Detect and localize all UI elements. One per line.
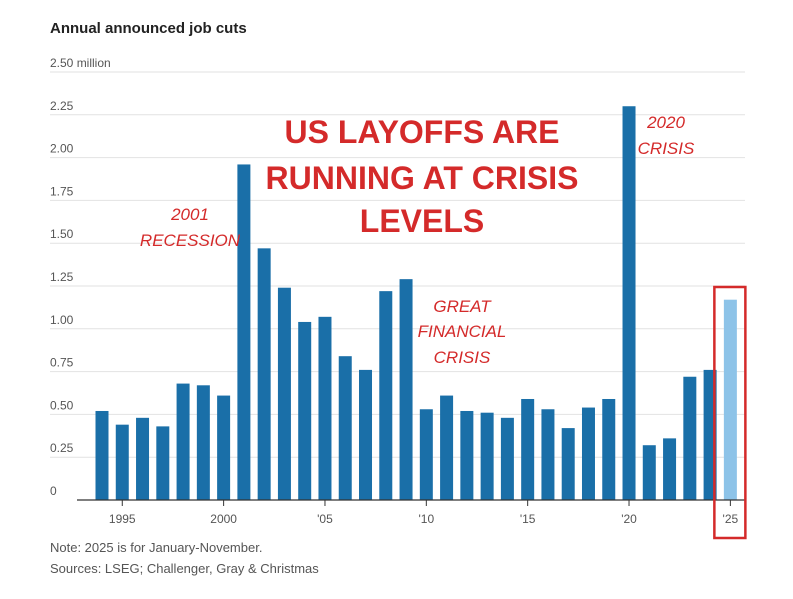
y-tick-label: 0.75 (50, 356, 74, 370)
bar-2005 (318, 316, 332, 500)
bar-2023 (683, 376, 697, 500)
y-tick-label: 2.50 million (50, 56, 111, 70)
bar-2015 (521, 398, 535, 500)
x-tick-label: '20 (621, 512, 637, 526)
y-tick-label: 1.50 (50, 227, 74, 241)
x-tick-label: 2000 (210, 512, 237, 526)
bar-2020 (622, 106, 636, 501)
bar-2004 (298, 321, 312, 500)
y-tick-label: 0.25 (50, 441, 74, 455)
annotation-2001-recession: RECESSION (140, 231, 241, 250)
bar-2002 (257, 248, 271, 500)
x-tick-label: '10 (418, 512, 434, 526)
x-tick-label: '05 (317, 512, 333, 526)
headline-line: LEVELS (360, 203, 484, 239)
y-tick-label: 2.00 (50, 142, 74, 156)
bar-2013 (480, 412, 494, 500)
bar-2025 (723, 299, 737, 500)
bar-1998 (176, 383, 190, 500)
y-tick-label: 0 (50, 484, 57, 498)
chart-note: Note: 2025 is for January-November. (50, 540, 263, 555)
bar-1995 (115, 424, 129, 500)
highlight-box-2025 (713, 285, 747, 540)
bar-2000 (217, 395, 231, 500)
y-tick-label: 2.25 (50, 99, 74, 113)
bar-1994 (95, 410, 109, 500)
bar-2018 (581, 407, 595, 500)
x-tick-label: 1995 (109, 512, 136, 526)
annotation-2001-recession: 2001 (170, 205, 209, 224)
bar-2011 (440, 395, 454, 500)
x-tick-label: '25 (723, 512, 739, 526)
bar-2016 (541, 409, 555, 500)
bar-2003 (277, 287, 291, 500)
bar-2022 (663, 438, 677, 500)
bar-1999 (196, 385, 210, 500)
y-tick-label: 1.25 (50, 270, 74, 284)
x-tick-label: '15 (520, 512, 536, 526)
bar-2014 (500, 417, 514, 500)
bar-2006 (338, 356, 352, 500)
annotation-2020-crisis: 2020 (646, 113, 685, 132)
bar-2009 (399, 279, 413, 500)
bar-2010 (419, 409, 433, 500)
y-tick-label: 0.50 (50, 398, 74, 412)
headline-line: US LAYOFFS ARE (285, 114, 560, 150)
headline-line: RUNNING AT CRISIS (266, 160, 579, 196)
bar-2008 (379, 291, 393, 500)
annotation-2020-crisis: CRISIS (638, 139, 695, 158)
annotation-great-financial-crisis: GREAT (433, 297, 492, 316)
chart-sources: Sources: LSEG; Challenger, Gray & Christ… (50, 561, 319, 576)
y-tick-label: 1.00 (50, 313, 74, 327)
annotation-great-financial-crisis: FINANCIAL (418, 322, 507, 341)
bar-2012 (460, 410, 474, 500)
y-tick-label: 1.75 (50, 184, 74, 198)
annotation-great-financial-crisis: CRISIS (434, 348, 491, 367)
chart-title: Annual announced job cuts (50, 20, 247, 37)
bar-2021 (642, 445, 656, 500)
bar-2001 (237, 164, 251, 500)
bar-1996 (136, 417, 150, 500)
bar-2019 (602, 398, 616, 500)
bar-2007 (359, 369, 373, 500)
bar-1997 (156, 426, 170, 500)
bar-2017 (561, 428, 575, 500)
